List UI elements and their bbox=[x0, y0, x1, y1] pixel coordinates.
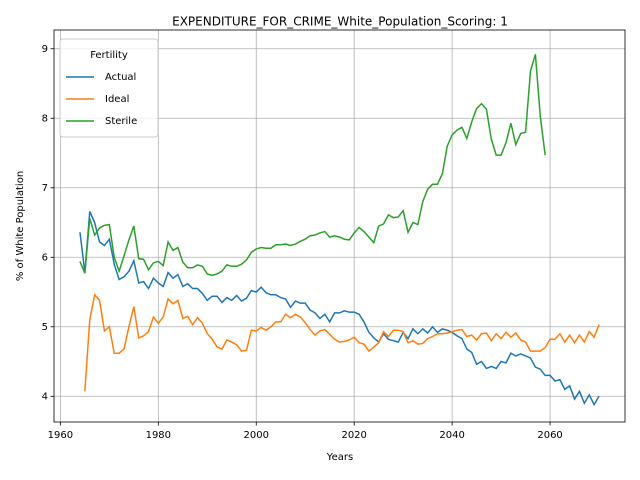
x-axis-label: Years bbox=[326, 452, 353, 463]
y-tick-label: 6 bbox=[42, 252, 48, 263]
legend-label: Actual bbox=[105, 72, 136, 83]
chart-title: EXPENDITURE_FOR_CRIME_White_Population_S… bbox=[172, 15, 508, 29]
x-tick-label: 1980 bbox=[146, 430, 171, 441]
x-tick-label: 2060 bbox=[537, 430, 562, 441]
y-axis-label: % of White Population bbox=[15, 171, 26, 281]
x-tick-label: 2000 bbox=[244, 430, 269, 441]
x-tick-label: 2040 bbox=[439, 430, 464, 441]
y-tick-label: 4 bbox=[42, 391, 48, 402]
y-tick-label: 7 bbox=[42, 183, 48, 194]
y-tick-label: 9 bbox=[42, 44, 48, 55]
x-tick-label: 1960 bbox=[48, 430, 73, 441]
line-series bbox=[84, 293, 600, 392]
legend-label: Ideal bbox=[105, 94, 129, 105]
legend-label: Sterile bbox=[105, 116, 137, 127]
line-series bbox=[79, 211, 600, 407]
plot-frame bbox=[53, 29, 626, 423]
y-tick-label: 8 bbox=[42, 113, 48, 124]
legend-title: Fertility bbox=[90, 50, 128, 61]
line-series bbox=[79, 54, 546, 277]
x-tick-label: 2020 bbox=[341, 430, 366, 441]
y-tick-label: 5 bbox=[42, 322, 48, 333]
legend-box bbox=[59, 38, 159, 138]
